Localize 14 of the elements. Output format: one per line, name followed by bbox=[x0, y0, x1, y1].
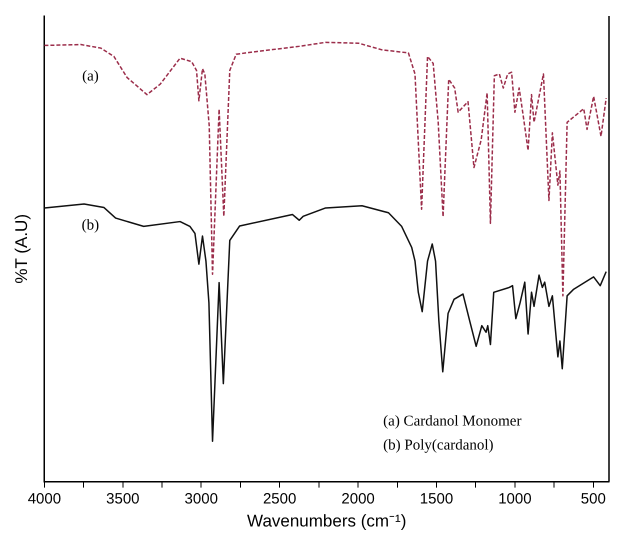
annotation: (b) Poly(cardanol) bbox=[383, 438, 494, 454]
x-tick-label: 4000 bbox=[28, 490, 62, 508]
x-tick-label: 1500 bbox=[420, 490, 454, 508]
x-tick-label: 3000 bbox=[184, 490, 218, 508]
x-tick-label: 2000 bbox=[341, 490, 375, 508]
x-axis-title: Wavenumbers (cm⁻¹) bbox=[247, 511, 406, 530]
annotation: (b) bbox=[82, 217, 100, 234]
x-tick-label: 2500 bbox=[262, 490, 296, 508]
x-tick-label: 3500 bbox=[106, 490, 140, 508]
x-tick-label: 500 bbox=[580, 490, 606, 508]
annotation: (a) Cardanol Monomer bbox=[383, 414, 522, 430]
annotation: (a) bbox=[82, 68, 99, 84]
x-tick-label: 1000 bbox=[498, 490, 532, 508]
y-axis-title: %T (A.U) bbox=[12, 214, 31, 284]
